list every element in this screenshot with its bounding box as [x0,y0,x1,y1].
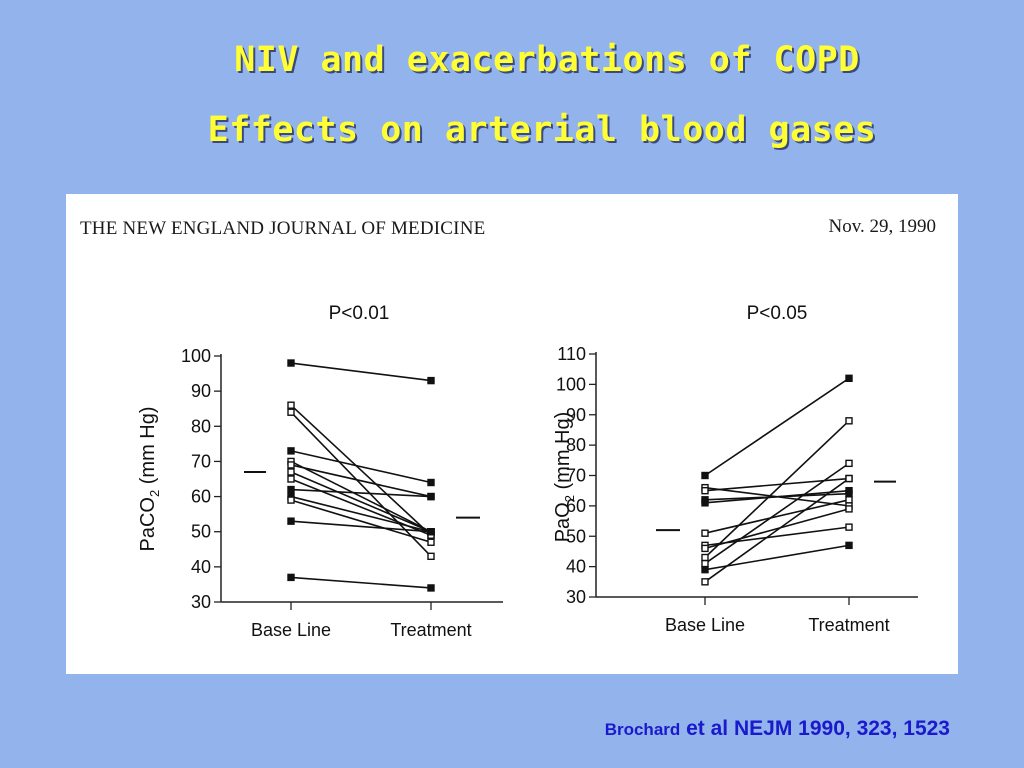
y-tick-label: 80 [566,435,586,455]
y-tick-label: 90 [566,405,586,425]
series-line-4 [290,450,432,484]
data-point-8-baseline [701,544,709,553]
x-tick-label: Treatment [390,620,471,640]
series-line-13 [290,576,432,589]
series-line-7 [290,471,432,533]
y-tick-label: 40 [191,557,211,577]
data-point-4-treatment [427,478,435,487]
data-point-10-treatment [845,459,853,468]
series-line-1 [704,377,850,477]
x-tick-label: Treatment [808,615,889,635]
data-point-1-baseline [701,471,709,480]
data-point-4-baseline [287,447,295,455]
data-point-12-treatment [427,528,435,536]
data-point-3-treatment [427,552,435,561]
y-tick-label: 30 [191,592,211,612]
y-tick-label: 30 [566,587,586,607]
y-tick-label: 40 [566,557,586,577]
series-line-1 [290,362,432,382]
y-axis-label: PaO2 (mm Hg) [552,412,577,543]
x-tick-label: Base Line [251,620,331,640]
series-line-3 [290,411,432,557]
data-point-9-baseline [287,485,295,494]
x-tick-label: Base Line [665,615,745,635]
series-line-2 [290,404,432,536]
series-line-12 [290,520,432,533]
data-point-5-treatment [845,486,853,495]
y-tick-label: 60 [566,496,586,516]
slide-subtitle: Effects on arterial blood gases [207,110,877,150]
y-tick-label: 50 [566,526,586,546]
data-point-8-baseline [287,475,295,483]
data-point-12-baseline [701,578,709,586]
y-tick-label: 100 [556,374,586,394]
series-line-5 [290,460,432,533]
data-point-11-treatment [427,538,435,546]
chart-2: P<0.05 PaO2 (mm Hg) 30 40 50 60 70 80 90 100 110 Ba… [552,303,918,635]
series-line-11 [704,544,850,571]
data-point-9-baseline [701,553,709,562]
series-line-9 [290,488,432,498]
charts-svg: P<0.01 PaCO2 (mm Hg) 30 40 50 60 70 80 90 100 Base… [137,303,918,640]
data-point-1-treatment [845,374,853,383]
series-line-8 [704,508,850,550]
data-point-12-treatment [845,474,853,483]
series-line-6 [290,464,432,498]
data-point-13-treatment [427,584,435,592]
data-point-13-baseline [287,573,295,582]
data-point-3-baseline [701,486,709,495]
series-line-11 [290,499,432,544]
figure-panel: THE NEW ENGLAND JOURNAL OF MEDICINE Nov.… [66,194,958,674]
data-point-12-baseline [287,517,295,525]
y-tick-label: 90 [191,381,211,401]
y-tick-label: 60 [191,487,211,507]
data-point-10-baseline [701,559,709,568]
data-point-9-treatment [427,492,435,501]
data-point-9-treatment [845,417,853,425]
journal-date: Nov. 29, 1990 [828,216,937,237]
series-line-10 [290,495,432,533]
data-point-7-treatment [845,523,853,531]
data-point-5-baseline [701,499,709,507]
citation-ref: NEJM 1990, 323, 1523 [734,717,950,740]
y-axis-label: PaCO2 (mm Hg) [137,406,162,551]
chart-title: P<0.05 [747,303,808,324]
y-tick-label: 70 [566,466,586,486]
y-tick-label: 80 [191,416,211,436]
chart-1: P<0.01 PaCO2 (mm Hg) 30 40 50 60 70 80 90 100 Base… [137,303,503,640]
y-tick-label: 70 [191,451,211,471]
chart-title: P<0.01 [329,303,390,324]
citation: Brochard et al NEJM 1990, 323, 1523 [605,717,950,741]
data-point-3-baseline [287,408,295,416]
data-point-1-baseline [287,359,295,367]
data-point-7-baseline [287,468,295,476]
series-line-6 [704,499,850,534]
series-line-12 [704,477,850,583]
series-line-9 [704,420,850,559]
citation-etal: et al [686,717,729,740]
data-point-11-baseline [287,496,295,504]
y-tick-label: 50 [191,522,211,542]
data-point-2-baseline [287,401,295,409]
data-point-6-baseline [701,529,709,537]
y-tick-label: 110 [557,344,586,364]
citation-author: Brochard [604,720,681,739]
data-point-1-treatment [427,376,435,385]
data-point-11-baseline [701,565,709,574]
data-point-8-treatment [845,505,853,513]
data-point-11-treatment [845,541,853,550]
series-line-10 [704,462,850,565]
data-point-6-baseline [287,461,295,469]
y-tick-label: 100 [181,346,211,366]
data-point-6-treatment [845,496,853,504]
slide-title: NIV and exacerbations of COPD [234,40,860,80]
journal-name: THE NEW ENGLAND JOURNAL OF MEDICINE [80,218,486,239]
series-line-5 [704,489,850,504]
